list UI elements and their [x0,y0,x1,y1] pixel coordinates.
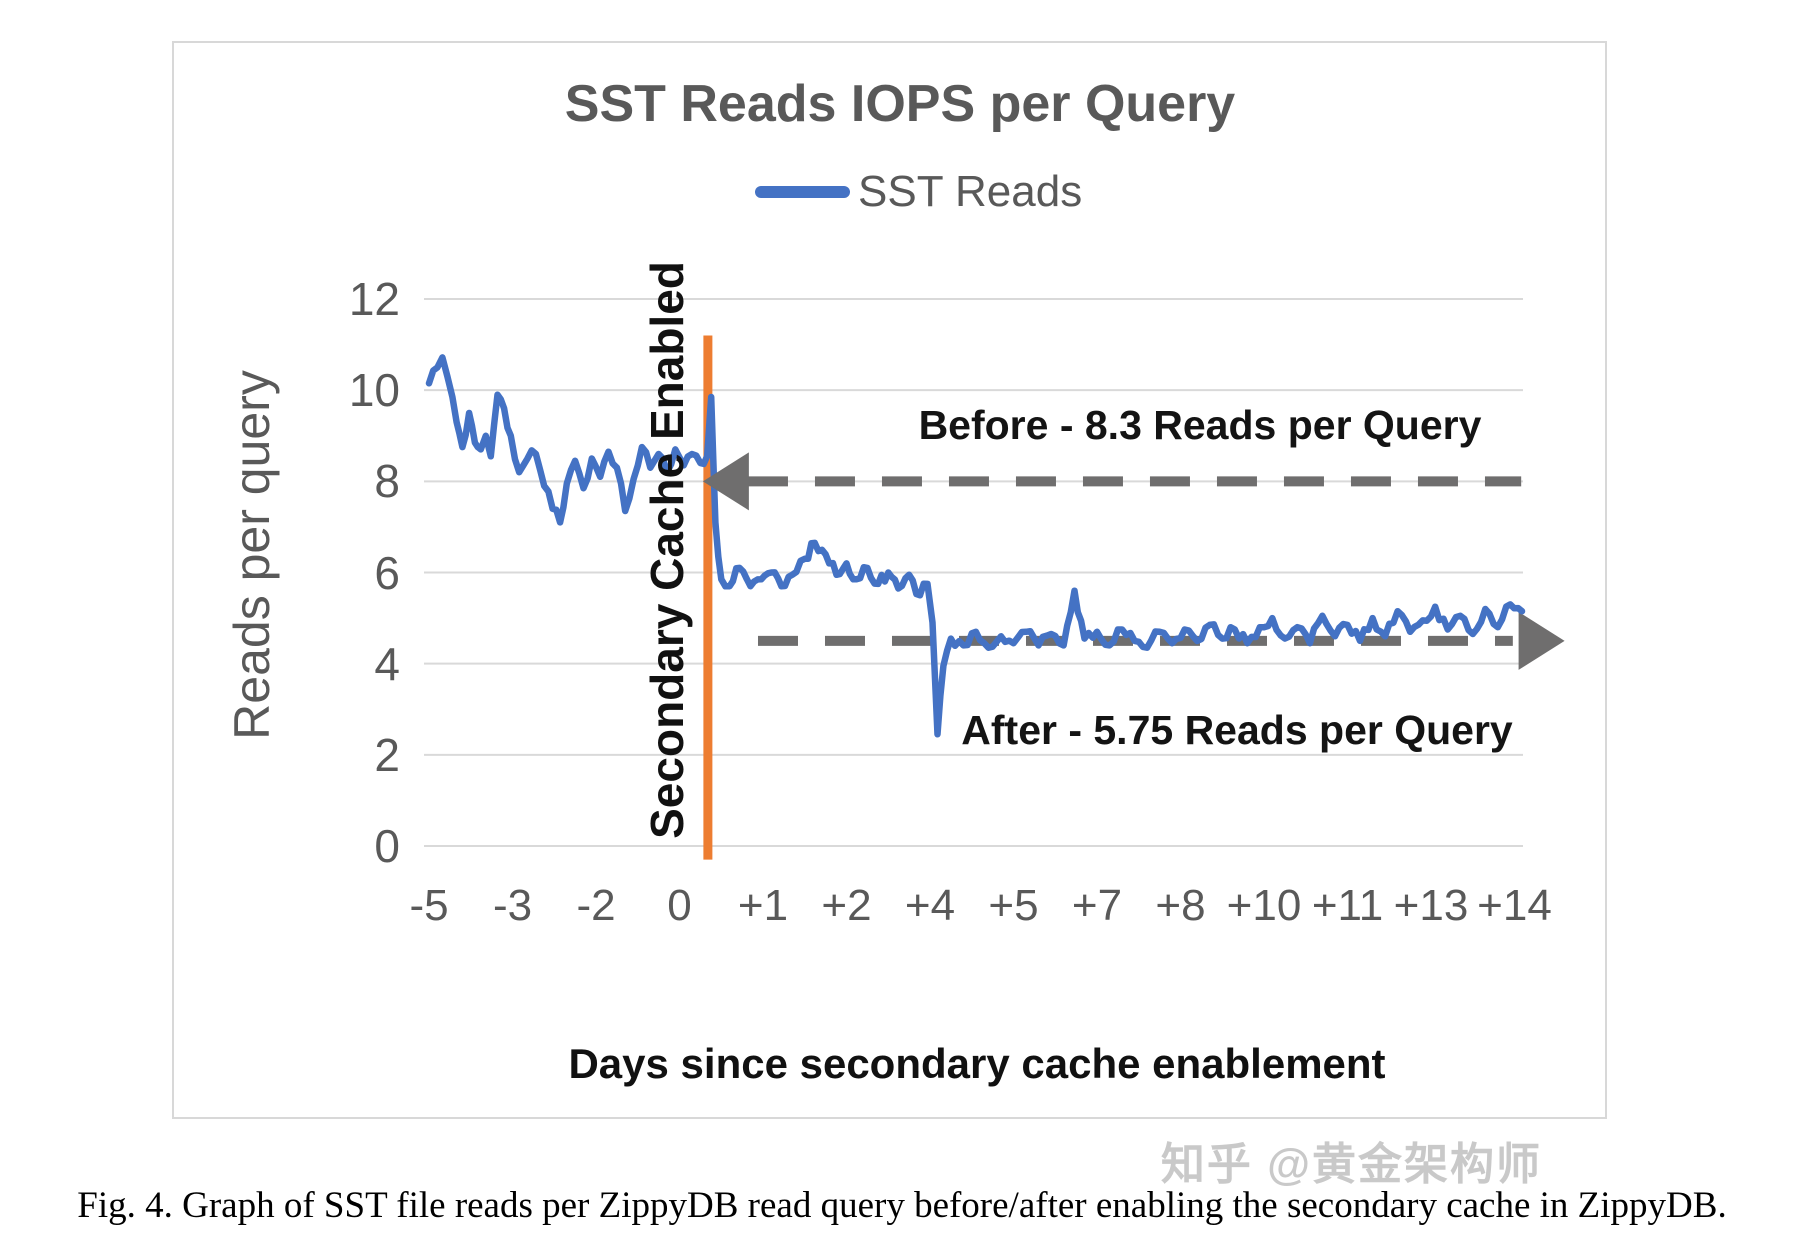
y-tick-label: 10 [348,364,400,417]
y-tick-label: 0 [374,820,400,872]
y-axis-title: Reads per query [224,370,280,740]
y-tick-label: 6 [374,546,400,599]
y-tick-label: 12 [348,273,400,325]
x-tick-label: 0 [667,881,692,930]
annotation-before: Before - 8.3 Reads per Query [918,402,1482,448]
watermark: 知乎 @黄金架构师 [1160,1140,1542,1189]
annotation-after: After - 5.75 Reads per Query [961,707,1513,753]
x-tick-label: +4 [904,881,956,930]
chart-title: SST Reads IOPS per Query [564,75,1236,133]
y-tick-label: 4 [374,637,400,690]
series-line-sst-reads [425,354,1526,738]
chart-card [172,41,1607,1119]
figure-caption: Fig. 4. Graph of SST file reads per Zipp… [77,1185,1727,1226]
x-tick-label: +10 [1226,881,1302,930]
y-tick-label: 8 [374,455,400,508]
x-tick-label: -5 [409,881,449,930]
event-line-label: Secondary Cache Enabled [641,261,693,839]
y-tick-label: 2 [374,728,400,781]
x-tick-label: -3 [492,881,533,930]
x-tick-label: +11 [1311,881,1384,930]
before-arrowhead [702,452,749,511]
x-tick-label: +2 [821,881,872,930]
x-tick-label: +7 [1071,881,1123,930]
x-axis-title: Days since secondary cache enablement [568,1040,1386,1087]
after-arrowhead [1518,611,1565,670]
x-tick-label: +1 [737,881,789,930]
x-tick-label: +13 [1393,881,1469,930]
x-tick-label: -2 [576,881,616,930]
x-tick-label: +8 [1155,881,1206,930]
legend-line-swatch [755,186,850,198]
legend: SST Reads [755,170,1082,214]
legend-label: SST Reads [858,167,1083,216]
x-tick-label: +14 [1477,881,1552,930]
x-tick-label: +5 [988,881,1039,930]
